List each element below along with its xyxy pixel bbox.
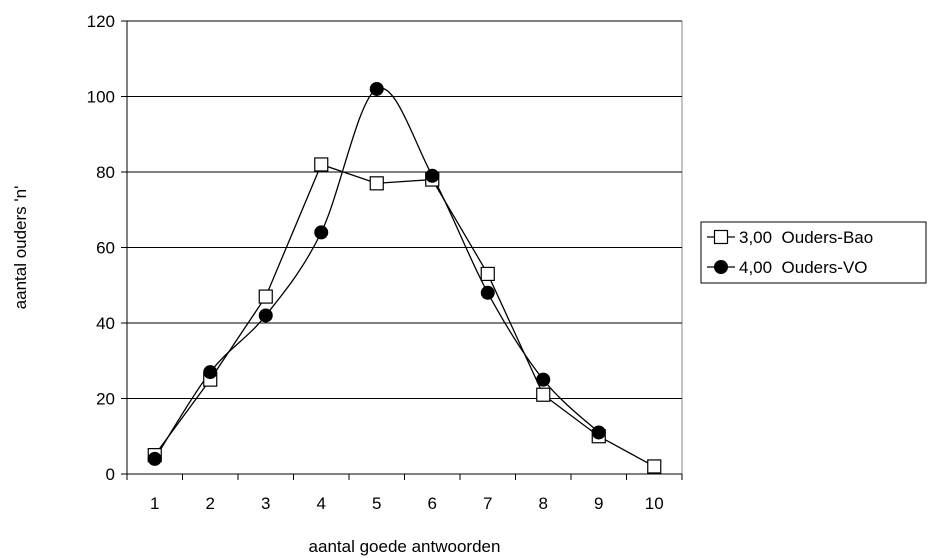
x-tick-label: 9: [594, 494, 603, 513]
x-tick-label: 8: [539, 494, 548, 513]
series-line-1: [154, 163, 655, 468]
x-tick-label: 4: [317, 494, 326, 513]
y-tick-label: 100: [87, 88, 115, 107]
data-point-series-2: [203, 365, 218, 380]
data-point-series-1: [647, 459, 662, 474]
y-tick-label: 0: [106, 465, 115, 484]
y-tick-label: 20: [96, 390, 115, 409]
data-point-series-2: [536, 372, 551, 387]
series-line-2: [154, 87, 600, 460]
series-markers: [147, 81, 662, 474]
y-tick-label: 60: [96, 239, 115, 258]
tick-labels: 0 20 40 60 80 100 120 1 2 3 4 5 6 7 8 9 10: [87, 12, 664, 513]
legend-label: 3,00 Ouders-Bao: [739, 228, 873, 247]
data-point-series-1: [480, 266, 495, 282]
legend-box: [700, 221, 927, 284]
axes: [121, 20, 683, 480]
grid-lines: [127, 20, 683, 474]
legend-item-2: 4,00 Ouders-VO: [707, 258, 868, 277]
data-point-series-1: [314, 157, 329, 172]
series-lines: [154, 87, 655, 468]
legend-marker: [713, 229, 729, 245]
x-axis-label: aantal goede antwoorden: [309, 537, 501, 556]
data-point-series-2: [425, 168, 440, 183]
x-tick-label: 10: [645, 494, 664, 513]
data-point-series-2: [147, 451, 162, 466]
y-tick-label: 80: [96, 163, 115, 182]
y-tick-label: 40: [96, 314, 115, 333]
x-tick-label: 3: [261, 494, 270, 513]
data-point-series-2: [258, 308, 273, 323]
data-point-series-1: [258, 289, 273, 304]
legend-label: 4,00 Ouders-VO: [739, 258, 868, 277]
x-tick-label: 6: [428, 494, 437, 513]
y-axis-label: aantal ouders 'n': [11, 186, 30, 310]
y-tick-label: 120: [87, 12, 115, 31]
x-tick-label: 7: [483, 494, 492, 513]
x-tick-label: 5: [372, 494, 381, 513]
x-tick-label: 1: [150, 494, 159, 513]
data-point-series-2: [314, 225, 329, 240]
legend-marker: [714, 260, 728, 274]
legend-item-1: 3,00 Ouders-Bao: [707, 228, 873, 247]
data-point-series-1: [369, 176, 384, 191]
data-point-series-2: [591, 425, 606, 440]
data-point-series-1: [536, 387, 551, 402]
legend: 3,00 Ouders-Bao 4,00 Ouders-VO: [700, 221, 927, 284]
x-tick-label: 2: [206, 494, 215, 513]
data-point-series-2: [480, 285, 495, 300]
data-point-series-2: [369, 81, 384, 96]
